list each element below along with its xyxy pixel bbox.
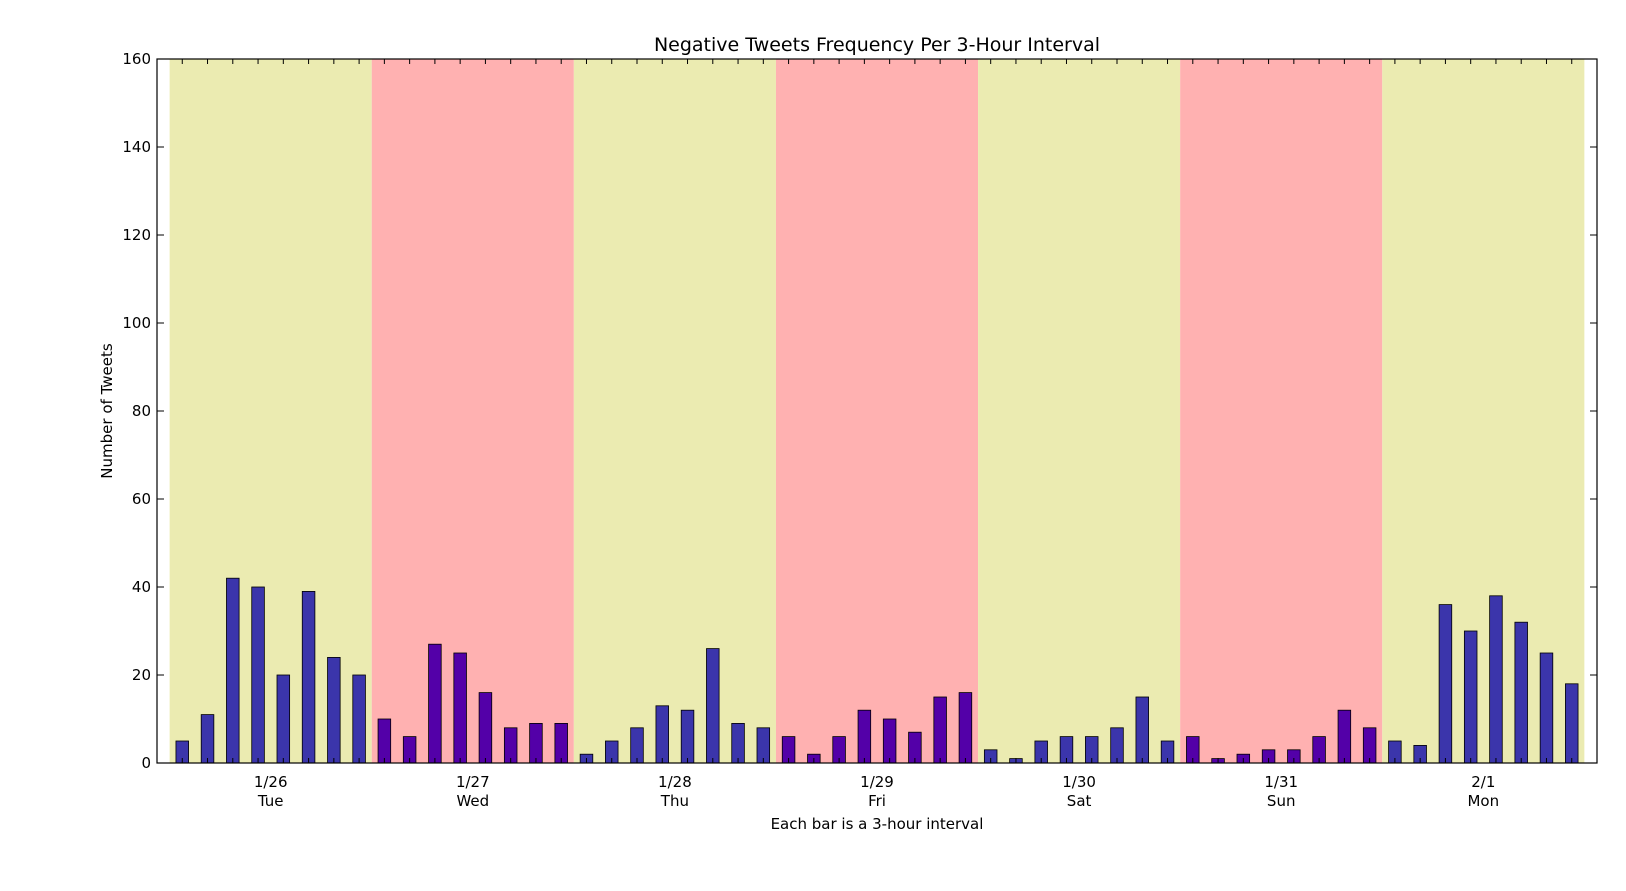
bar: [301, 591, 316, 764]
x-tick-date: 1/28: [658, 773, 692, 791]
bar: [529, 723, 543, 764]
y-tick-label: 0: [141, 754, 151, 772]
bar: [655, 705, 669, 764]
bar: [453, 652, 467, 764]
x-tick-weekday: Wed: [456, 792, 489, 810]
x-tick-weekday: Sun: [1267, 792, 1296, 810]
bar: [731, 723, 745, 764]
bar: [1438, 604, 1453, 764]
bar: [882, 718, 897, 764]
bar: [630, 727, 644, 764]
bar: [327, 657, 341, 764]
bar: [1514, 621, 1528, 764]
x-tick-weekday: Sat: [1067, 792, 1092, 810]
x-tick-date: 1/30: [1062, 773, 1096, 791]
bar: [1565, 683, 1579, 764]
bar: [756, 727, 771, 764]
x-tick-date: 2/1: [1471, 773, 1495, 791]
day-band: [1382, 59, 1585, 763]
y-axis-title: Number of Tweets: [98, 343, 116, 479]
bar: [352, 674, 366, 764]
day-band: [978, 59, 1181, 763]
x-axis-title: Each bar is a 3-hour interval: [771, 815, 984, 833]
y-tick-label: 160: [122, 50, 151, 68]
x-tick-weekday: Tue: [257, 792, 284, 810]
x-tick-weekday: Thu: [660, 792, 689, 810]
bar: [1110, 727, 1124, 764]
day-band: [1180, 59, 1383, 763]
y-tick-label: 40: [132, 578, 151, 596]
day-band: [371, 59, 574, 763]
day-band: [573, 59, 776, 763]
bar: [1539, 652, 1554, 764]
day-band: [775, 59, 979, 763]
y-tick-label: 80: [132, 402, 151, 420]
bar: [428, 643, 442, 764]
bar: [857, 709, 872, 764]
y-tick-label: 140: [122, 138, 151, 156]
bar: [1463, 630, 1478, 764]
y-tick-label: 60: [132, 490, 151, 508]
bar: [1135, 696, 1149, 764]
plot-frame: [156, 58, 1598, 764]
bar: [1362, 727, 1377, 764]
bar: [554, 723, 568, 764]
bar: [706, 648, 720, 764]
x-tick-weekday: Mon: [1467, 792, 1499, 810]
x-tick-date: 1/27: [456, 773, 490, 791]
bar: [276, 674, 291, 764]
day-band: [169, 59, 372, 763]
bar: [503, 727, 518, 764]
x-tick-date: 1/26: [254, 773, 288, 791]
bar: [680, 709, 695, 764]
bar: [251, 586, 265, 764]
bar: [1337, 709, 1352, 764]
bar: [200, 714, 215, 764]
bar: [958, 692, 973, 764]
day-bands: [169, 59, 1585, 763]
bar: [933, 696, 947, 764]
bar: [377, 718, 392, 764]
bar: [478, 692, 493, 764]
y-tick-label: 100: [122, 314, 151, 332]
bar: [226, 577, 240, 764]
bar: [1489, 595, 1503, 764]
x-tick-date: 1/29: [860, 773, 894, 791]
y-tick-label: 120: [122, 226, 151, 244]
y-tick-label: 20: [132, 666, 151, 684]
chart-title: Negative Tweets Frequency Per 3-Hour Int…: [654, 34, 1100, 56]
x-tick-weekday: Fri: [868, 792, 886, 810]
x-tick-date: 1/31: [1264, 773, 1298, 791]
